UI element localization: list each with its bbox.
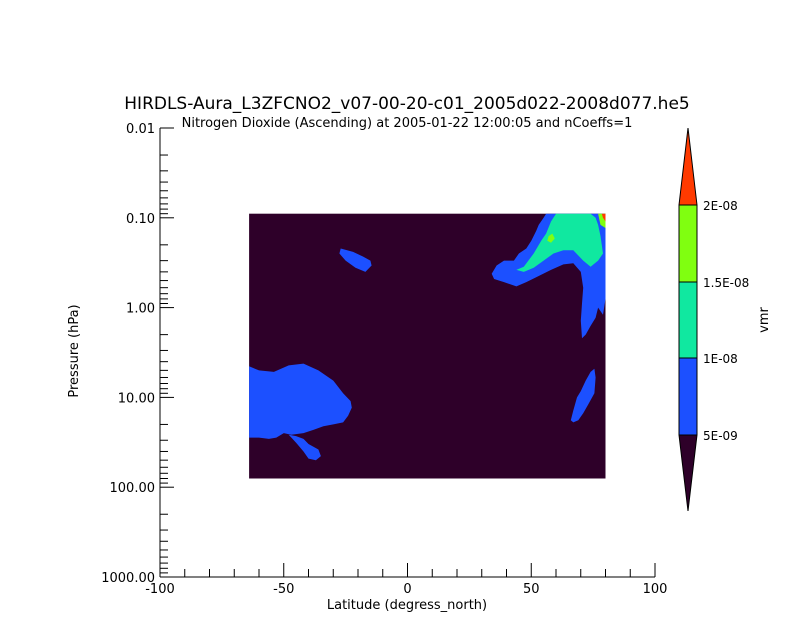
y-tick-label: 1.00	[126, 302, 155, 317]
colorbar-tick-label: 2E-08	[703, 199, 738, 213]
colorbar-segment	[679, 128, 697, 205]
y-tick-label: 1000.00	[101, 571, 155, 586]
chart-subtitle: Nitrogen Dioxide (Ascending) at 2005-01-…	[182, 116, 633, 131]
contour-region-northern-mid-blob	[570, 368, 596, 423]
y-tick-label: 10.00	[118, 391, 155, 406]
axes: -100 -50 0 50 100 0.01 0.10 1.00 10.00 100.00 100…	[101, 122, 667, 597]
contour-region-northern-red-corner	[601, 213, 606, 222]
colorbar-segment	[679, 205, 697, 282]
y-axis-label: Pressure (hPa)	[67, 304, 82, 397]
x-tick-label: 100	[643, 582, 668, 597]
x-tick-label: -100	[145, 582, 175, 597]
chart-title: HIRDLS-Aura_L3ZFCNO2_v07-00-20-c01_2005d…	[124, 94, 689, 114]
colorbar-tick-label: 1.5E-08	[703, 276, 749, 290]
x-ticks: -100 -50 0 50 100	[145, 563, 667, 597]
x-tick-label: 50	[523, 582, 540, 597]
y-tick-label: 0.01	[126, 122, 155, 137]
y-tick-label: 0.10	[126, 212, 155, 227]
contour-region-northern-yellow-spot	[547, 233, 555, 243]
colorbar: 5E-09 1E-08 1.5E-08 2E-08	[678, 127, 749, 512]
colorbar-tick-label: 1E-08	[703, 352, 738, 366]
colorbar-segment	[679, 435, 697, 511]
y-tick-label: 100.00	[110, 481, 156, 496]
colorbar-segment	[679, 358, 697, 435]
colorbar-segment	[679, 282, 697, 358]
y-ticks: 0.01 0.10 1.00 10.00 100.00 1000.00	[101, 122, 174, 586]
contour-regions	[249, 213, 606, 461]
colorbar-label: vmr	[757, 306, 772, 332]
contour-region-southern-upper-blob	[339, 248, 372, 272]
x-axis-label: Latitude (degress_north)	[327, 598, 487, 613]
contour-region-northern-green-band	[516, 213, 603, 272]
contour-region-southern-tail	[288, 434, 321, 461]
x-tick-label: 0	[403, 582, 411, 597]
contour-region-southern-high-latitude-blob	[249, 363, 352, 439]
plot-area	[249, 213, 606, 479]
x-tick-label: -50	[273, 582, 294, 597]
colorbar-tick-label: 5E-09	[703, 429, 738, 443]
